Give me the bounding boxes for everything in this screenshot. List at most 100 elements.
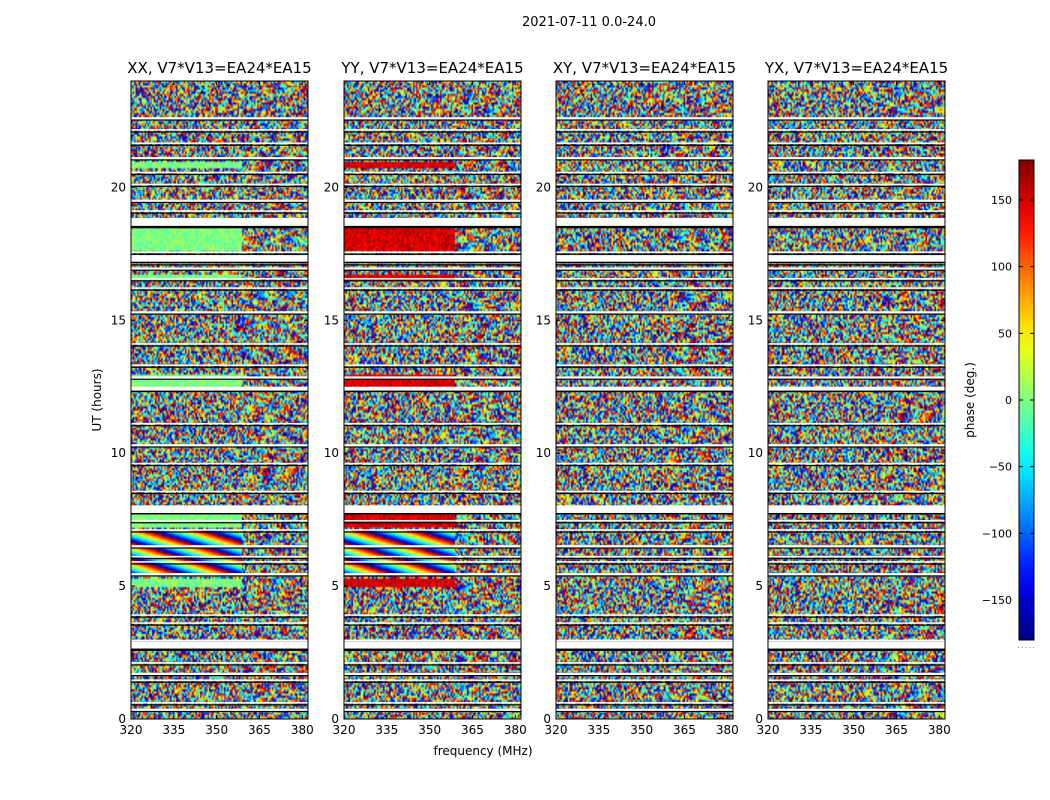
panel-2-flag-edge [556,144,733,146]
panel-0-flag-edge [131,366,308,368]
panel-2-flag-edge [556,366,733,368]
panel-3-flag-edge [768,575,945,577]
panel-3-flag-edge [768,624,945,626]
panel-1-flag-edge [344,492,521,495]
panel-3-flag-edge [768,345,945,347]
panel-3-flag-edge [768,675,945,677]
panel-1-flag-row [344,287,521,289]
panel-0-flag-row [131,267,308,270]
panel-1-flag-edge [344,446,521,448]
panel-0-flag-edge [131,119,308,121]
panel-2-flag-edge [556,378,733,380]
panel-3-flag-edge [768,649,945,651]
panel-0-flag-row [131,343,308,345]
panel-3-flag-edge [768,616,945,618]
panel-3-flag-edge [768,531,945,533]
panel-3-xtick-label: 365 [885,723,908,737]
panel-2-flag-row [556,199,733,203]
panel-3-flag-gap [768,255,945,262]
panel-1-flag-edge [344,201,521,204]
panel-0-flag-row [131,614,308,616]
panel-1-flag-row [344,142,521,144]
panel-0-flag-edge [131,446,308,448]
panel-3-flag-row [768,561,945,563]
panel-2-flag-edge [556,531,733,533]
panel-0-flag-row [131,462,308,465]
panel-2-flag-edge [556,264,733,266]
panel-1-flag-edge [344,649,521,651]
panel-1-xtick-label: 335 [375,723,398,737]
panel-2-flag-gap [556,641,733,649]
panel-2-flag-row [556,573,733,576]
panel-2-title: XY, V7*V13=EA24*EA15 [553,59,736,77]
panel-3-flag-row [768,278,945,280]
panel-2-flag-gap-edge [556,225,733,228]
panel-1-flag-row [344,529,521,531]
panel-3-flag-row [768,267,945,270]
panel-2-flag-edge [556,227,733,229]
panel-1-title: YY, V7*V13=EA24*EA15 [340,59,523,77]
panel-2-flag-gap-edge [556,261,733,264]
panel-2-flag-row [556,519,733,522]
panel-0-flag-edge [131,227,308,229]
panel-0-ytick-label: 15 [111,313,126,327]
panel-0-flag-edge [131,649,308,651]
panel-1-frame [343,80,522,720]
panel-1-flag-edge [344,269,521,271]
panel-0-flag-edge [131,173,308,176]
panel-2-flag-row [556,287,733,289]
panel-2-ytick-label: 15 [536,313,551,327]
panel-1-flag-row [344,311,521,314]
panel-3-flag-edge [768,681,945,683]
panel-2-flag-row [556,183,733,186]
panel-1-flag-row [344,490,521,493]
panel-2-flag-edge [556,563,733,565]
panel-0-ytick-label: 0 [118,712,126,726]
panel-3-xtick-label: 320 [757,723,780,737]
panel-3-ytick-label: 20 [748,180,763,194]
panel-1-flag-gap [344,217,521,226]
panel-3-flag-row [768,444,945,447]
panel-1-flag-gap [344,255,521,262]
panel-0-flag-row [131,662,308,664]
panel-2-xtick-label: 365 [673,723,696,737]
panel-1-flag-row [344,157,521,160]
panel-2-ytick-label: 0 [543,712,551,726]
panel-2-flag-gap-edge [556,512,733,515]
panel-1-flag-row [344,702,521,704]
panel-0-flag-row [131,376,308,379]
panel-0-flag-row [131,199,308,203]
panel-1-flag-row [344,422,521,425]
panel-2-flag-edge [556,649,733,651]
panel-1-flag-row [344,662,521,664]
panel-3-flag-row [768,157,945,160]
panel-0-flag-gap-edge [131,225,308,228]
panel-1-flag-row [344,614,521,616]
panel-0-flag-edge [131,522,308,524]
panel-3-flag-edge [768,522,945,524]
panel-1-xtick-label: 365 [461,723,484,737]
panel-3-ytick-label: 5 [755,579,763,593]
panel-2-flag-row [556,662,733,664]
panel-3-flag-edge [768,119,945,121]
panel-3-flag-edge [768,227,945,229]
panel-1-flag-edge [344,378,521,380]
panel-1-xtick-label: 380 [504,723,527,737]
panel-3-flag-edge [768,253,945,255]
panel-3-flag-row [768,287,945,289]
panel-1-flag-gap-edge [344,512,521,515]
panel-0-flag-edge [131,681,308,683]
panel-1-xtick-label: 350 [418,723,441,737]
panel-1-flag-edge [344,345,521,347]
panel-2-flag-edge [556,173,733,176]
panel-0-flag-edge [131,492,308,495]
panel-2-xtick-label: 350 [630,723,653,737]
panel-2-xtick-label: 320 [545,723,568,737]
panel-1-flag-row [344,343,521,345]
panel-2-flag-row [556,267,733,270]
panel-2-flag-row [556,117,733,120]
panel-1-flag-row [344,708,521,712]
panel-0-flag-row [131,519,308,522]
panel-3-flag-gap [768,217,945,226]
